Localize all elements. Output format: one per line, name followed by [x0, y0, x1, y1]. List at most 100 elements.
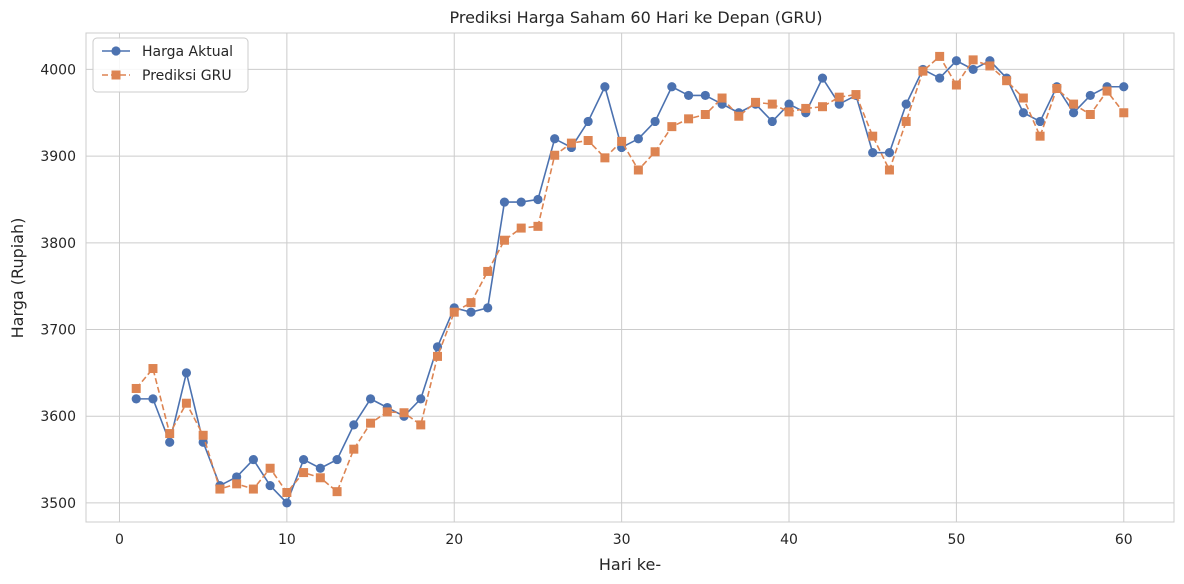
- harga-aktual-point: [1085, 90, 1095, 101]
- prediksi-gru-point: [232, 479, 242, 489]
- chart-title: Prediksi Harga Saham 60 Hari ke Depan (G…: [449, 8, 822, 27]
- harga-aktual-point: [683, 90, 694, 101]
- y-tick-label: 4000: [40, 62, 76, 78]
- x-tick-label: 10: [278, 532, 296, 548]
- prediksi-gru-point: [566, 138, 576, 148]
- harga-aktual-point: [767, 116, 777, 127]
- harga-aktual-point: [951, 56, 962, 66]
- y-tick-label: 3600: [40, 409, 76, 425]
- harga-aktual-point: [935, 73, 945, 83]
- harga-aktual-point: [600, 82, 610, 92]
- prediksi-gru-point: [1069, 99, 1079, 109]
- harga-aktual-point: [533, 194, 543, 205]
- prediksi-gru-point: [717, 93, 727, 103]
- harga-aktual-point: [1035, 116, 1045, 127]
- prediksi-gru-point: [483, 266, 493, 276]
- harga-aktual-point: [365, 394, 376, 404]
- prediksi-gru-point: [449, 307, 459, 317]
- prediksi-gru-point: [617, 136, 627, 146]
- prediksi-gru-point: [181, 398, 191, 408]
- y-tick-label: 3500: [40, 496, 76, 512]
- harga-aktual-point: [248, 454, 258, 465]
- prediksi-gru-point: [684, 114, 694, 124]
- prediksi-gru-point: [667, 122, 677, 132]
- harga-aktual-point: [700, 90, 710, 101]
- prediksi-gru-point: [533, 221, 543, 231]
- harga-aktual-point: [868, 148, 878, 158]
- series-group: [131, 51, 1129, 508]
- harga-aktual-point: [416, 394, 426, 404]
- prediksi-gru-point: [148, 364, 158, 374]
- harga-aktual-point: [884, 148, 895, 158]
- prediksi-gru-point: [918, 66, 928, 76]
- prediksi-gru-point: [499, 235, 509, 245]
- prediksi-gru-point: [650, 147, 660, 157]
- prediksi-gru-point: [968, 55, 978, 65]
- prediksi-gru-point: [834, 92, 844, 102]
- prediksi-gru-point: [935, 51, 945, 61]
- harga-aktual-point: [1068, 108, 1079, 118]
- prediksi-gru-point: [600, 153, 610, 163]
- legend-prediksi-gru-marker: [111, 70, 121, 80]
- prediksi-gru-point: [265, 463, 275, 473]
- prediksi-gru-point: [868, 131, 878, 141]
- harga-aktual-point: [516, 197, 526, 207]
- prediksi-gru-point: [433, 351, 443, 361]
- prediksi-gru-point: [851, 90, 861, 100]
- legend-prediksi-gru-label: Prediksi GRU: [142, 68, 232, 84]
- harga-aktual-point: [901, 99, 911, 109]
- harga-aktual-point: [349, 420, 359, 430]
- x-tick-label: 60: [1115, 532, 1133, 548]
- harga-aktual-point: [550, 134, 560, 144]
- prediksi-gru-point: [784, 107, 794, 117]
- legend: Harga Aktual Prediksi GRU: [92, 37, 249, 93]
- prediksi-gru-point: [583, 136, 593, 146]
- harga-aktual-point: [817, 73, 828, 83]
- prediksi-gru-point: [1035, 131, 1045, 141]
- y-tick-label: 3700: [40, 323, 76, 339]
- harga-aktual-point: [650, 116, 660, 127]
- plot-frame: [85, 32, 1175, 523]
- harga-aktual-point: [181, 368, 192, 378]
- prediksi-gru-point: [734, 111, 744, 121]
- prediksi-gru-point: [700, 110, 710, 119]
- prediksi-gru-point: [248, 484, 258, 494]
- legend-box: [92, 37, 249, 93]
- prediksi-gru-point: [1002, 76, 1012, 86]
- x-axis-label: Hari ke-: [599, 555, 661, 574]
- prediksi-gru-point: [633, 165, 643, 175]
- harga-aktual-point: [483, 303, 493, 313]
- harga-aktual-point: [315, 463, 325, 473]
- harga-aktual-point: [265, 480, 275, 491]
- harga-aktual-point: [232, 472, 242, 482]
- prediksi-gru-point: [366, 418, 376, 428]
- prediksi-gru-point: [801, 103, 811, 113]
- x-tick-label: 40: [780, 532, 798, 548]
- prediksi-gru-point: [985, 61, 995, 71]
- plot-background: [86, 33, 1174, 522]
- y-tick-label: 3900: [40, 149, 76, 165]
- legend-harga-aktual-label: Harga Aktual: [142, 44, 233, 60]
- prediksi-gru-point: [1102, 86, 1112, 96]
- prediksi-gru-point: [751, 97, 761, 107]
- harga-aktual-point: [583, 116, 593, 127]
- prediksi-gru-point: [332, 487, 342, 497]
- harga-aktual-point: [282, 498, 292, 508]
- prediksi-gru-point: [466, 298, 476, 308]
- harga-aktual-point: [1119, 82, 1129, 92]
- prediksi-gru-point: [299, 468, 309, 478]
- prediksi-gru-point: [550, 150, 560, 160]
- y-tick-labels: 3500 3600 3700 3800 3900 4000: [40, 62, 76, 512]
- prediksi-gru-point: [767, 99, 777, 109]
- harga-aktual-point: [332, 454, 342, 465]
- plot-area: [85, 32, 1175, 523]
- harga-aktual-point: [299, 454, 309, 465]
- prediksi-gru-point: [817, 102, 827, 112]
- x-tick-label: 20: [445, 532, 463, 548]
- harga-aktual-point: [148, 394, 158, 404]
- prediksi-gru-point: [399, 408, 409, 418]
- prediksi-gru-point: [951, 80, 961, 90]
- prediksi-gru-point: [1119, 108, 1129, 118]
- prediksi-gru-point: [165, 429, 175, 439]
